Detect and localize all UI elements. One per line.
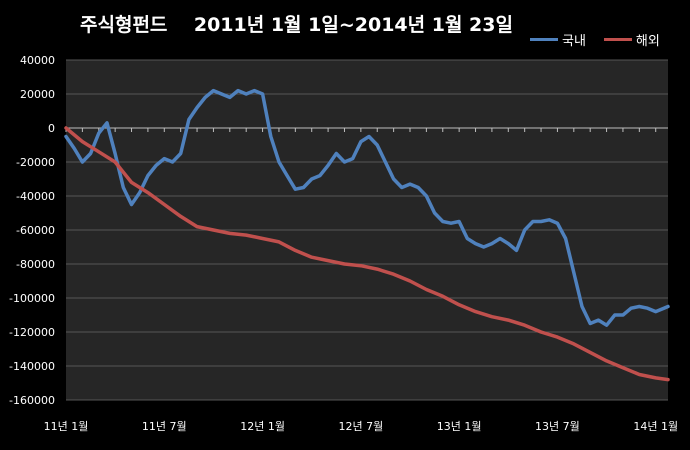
x-tick-label: 11년 1월 (44, 420, 89, 433)
series-line-overseas (64, 126, 670, 382)
x-tick-label: 11년 7월 (142, 420, 187, 433)
y-tick-label: -140000 (9, 360, 55, 373)
legend-swatch-overseas (603, 38, 632, 41)
x-tick-label: 12년 7월 (338, 420, 383, 433)
legend-item-domestic: 국내 (530, 30, 586, 49)
y-tick-label: 20000 (20, 88, 55, 101)
chart-title: 주식형펀드 2011년 1월 1일~2014년 1월 23일 (80, 14, 513, 36)
y-tick-label: -160000 (9, 394, 55, 407)
y-tick-label: -40000 (16, 190, 55, 203)
chart-legend: 국내 해외 (530, 30, 660, 49)
legend-label-overseas: 해외 (635, 34, 660, 49)
series-line-domestic (64, 88, 670, 327)
legend-item-overseas: 해외 (603, 30, 660, 49)
legend-label-domestic: 국내 (562, 34, 586, 49)
y-tick-label: 40000 (20, 54, 55, 67)
x-tick-label: 12년 1월 (240, 420, 285, 433)
y-tick-label: -120000 (9, 326, 55, 339)
x-tick-label: 14년 1월 (633, 420, 678, 433)
series-lines (64, 88, 670, 382)
legend-swatch-domestic (530, 38, 558, 41)
y-tick-label: 0 (48, 122, 55, 135)
y-axis-ticks: 40000 20000 0 -20000 -40000 -60000 -80000 -1000… (9, 54, 55, 407)
y-tick-label: -60000 (16, 224, 55, 237)
y-tick-label: -80000 (16, 258, 55, 271)
y-tick-label: -20000 (16, 156, 55, 169)
x-tick-label: 13년 7월 (535, 420, 580, 433)
grid-lines (65, 59, 668, 401)
x-tick-label: 13년 1월 (437, 420, 482, 433)
y-tick-label: -100000 (9, 292, 55, 305)
x-axis-ticks: 11년 1월 11년 7월 12년 1월 12년 7월 13년 1월 13년 7월 14년 … (44, 420, 678, 433)
